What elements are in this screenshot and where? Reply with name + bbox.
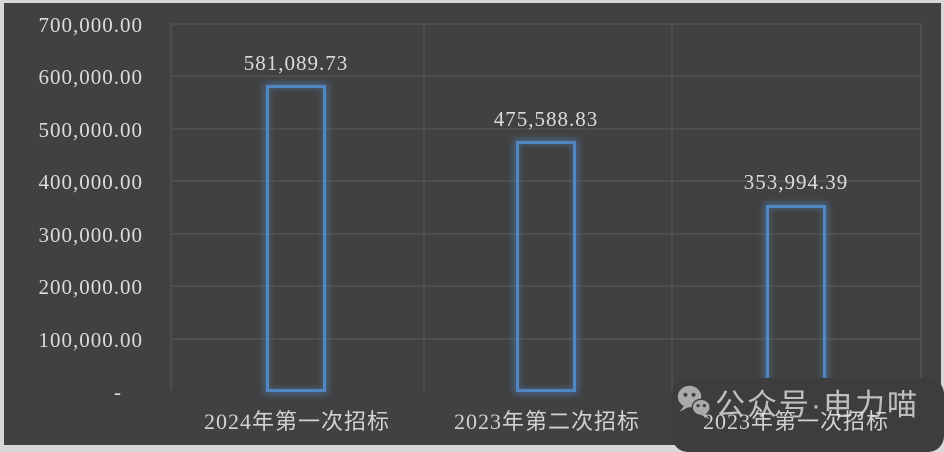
watermark-text: 公众号·电力喵 bbox=[715, 389, 919, 422]
y-axis-tick-label: 700,000.00 bbox=[38, 13, 143, 37]
y-axis-tick-label: 300,000.00 bbox=[38, 223, 143, 247]
gridline bbox=[170, 75, 922, 77]
y-axis-tick-label: 200,000.00 bbox=[38, 275, 143, 299]
y-axis-tick-label: 600,000.00 bbox=[38, 65, 143, 89]
y-axis-tick-label: 500,000.00 bbox=[38, 118, 143, 142]
y-axis-tick-label: 400,000.00 bbox=[38, 170, 143, 194]
gridline bbox=[170, 180, 922, 182]
plot-right-border bbox=[920, 23, 922, 390]
watermark: 公众号·电力喵 bbox=[676, 383, 919, 422]
wechat-icon bbox=[677, 385, 711, 420]
bar-2024-first-tender bbox=[266, 85, 326, 392]
plot-left-border bbox=[170, 23, 172, 390]
bar-value-label: 353,994.39 bbox=[743, 170, 849, 194]
watermark-background bbox=[672, 378, 944, 452]
bar-2023-second-tender bbox=[516, 141, 576, 392]
category-divider bbox=[423, 23, 425, 390]
gridline bbox=[170, 285, 922, 287]
y-axis-zero-tick-label: - bbox=[114, 380, 122, 404]
bar-value-label: 475,588.83 bbox=[493, 107, 599, 131]
x-axis-category-label: 2023年第一次招标 bbox=[702, 409, 889, 434]
gridline bbox=[170, 23, 922, 25]
gridline bbox=[170, 233, 922, 235]
category-divider bbox=[671, 23, 673, 390]
x-axis-category-label: 2023年第二次招标 bbox=[453, 409, 640, 434]
gridline bbox=[170, 128, 922, 130]
bar-2023-first-tender bbox=[766, 205, 826, 392]
gridline bbox=[170, 338, 922, 340]
x-axis-category-label: 2024年第一次招标 bbox=[203, 409, 390, 434]
y-axis-tick-label: 100,000.00 bbox=[38, 328, 143, 352]
bar-value-label: 581,089.73 bbox=[243, 51, 349, 75]
